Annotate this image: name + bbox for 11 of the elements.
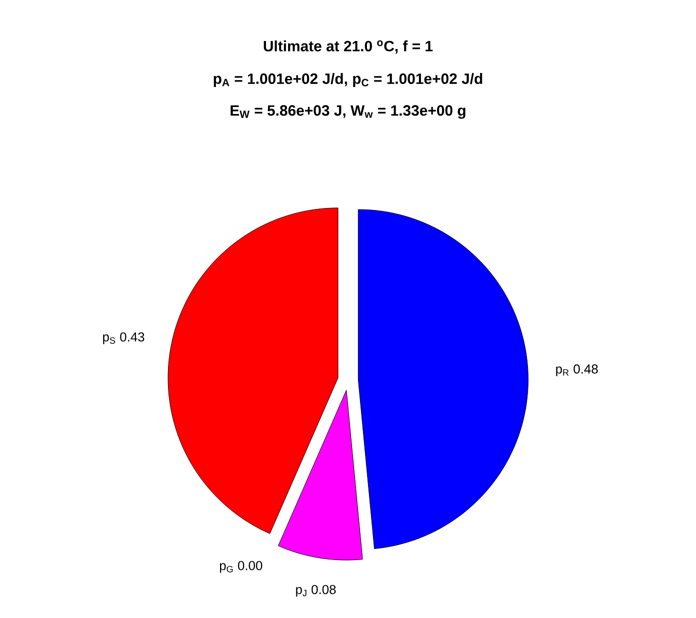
slice-label: p$_{J}$: [296, 587, 306, 597]
text: 0.00: [238, 561, 262, 570]
chart-title: Ultimate at 21.0 $^{o}$C, f = 1: [264, 40, 433, 54]
slice-label: p$_{R}$: [556, 366, 569, 376]
data-label: 0.48: [574, 364, 598, 374]
chart-subtitle: p$_{A}$ = 1.001e+02 J/d, p$_{C}$ = 1.001e+02 J/d: [214, 73, 482, 87]
data-label: 0.08: [312, 584, 336, 594]
category-label: p$_{G}$: [220, 563, 233, 573]
text: E$_{W}$ = 5.86e+03 J, W$_{w}$ = 1.33e+00 g: [230, 105, 466, 119]
data-label: 0.43: [120, 332, 144, 342]
slice-label: p$_{S}$: [103, 334, 116, 344]
